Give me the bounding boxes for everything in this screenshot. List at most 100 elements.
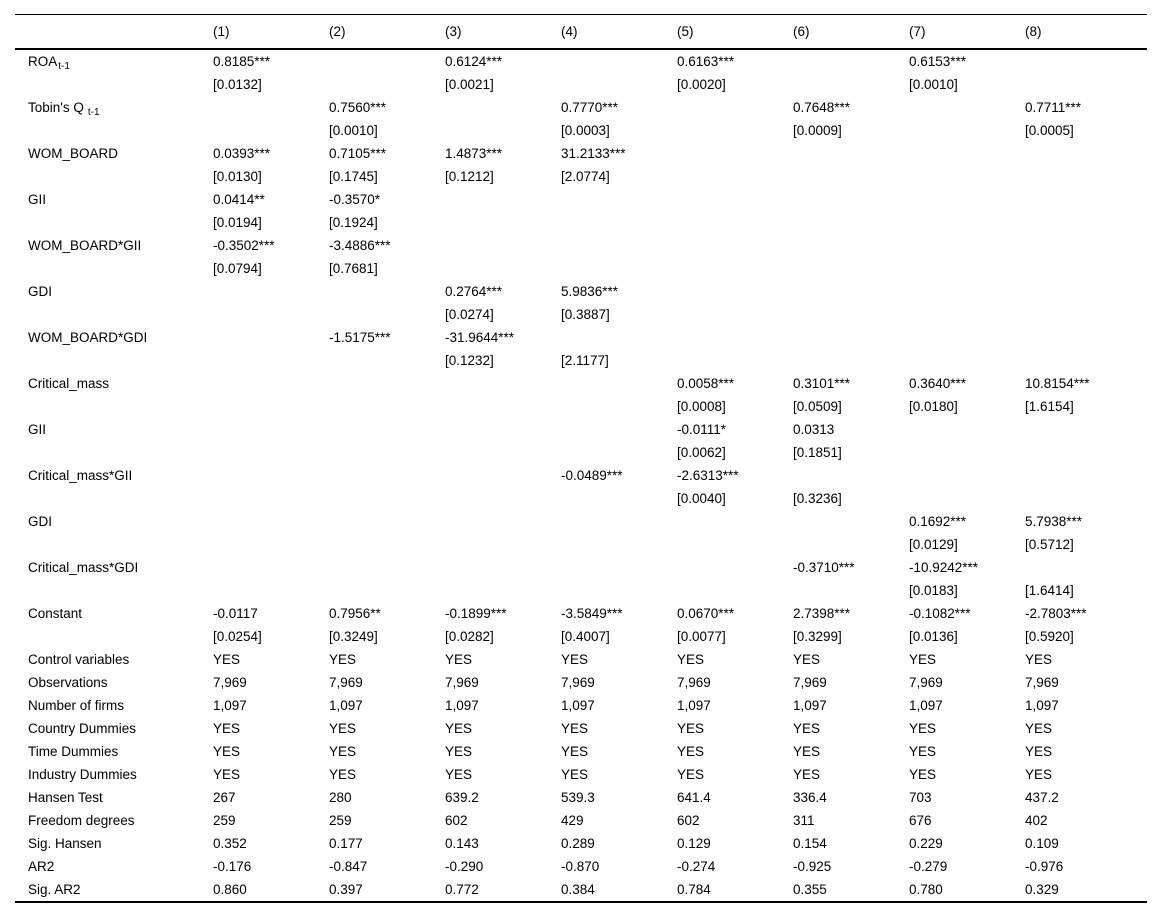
- standard-error-cell: [1025, 73, 1147, 96]
- summary-cell: YES: [677, 721, 705, 736]
- column-header-5: (5): [677, 14, 793, 50]
- coefficient-cell: [1025, 188, 1147, 211]
- coefficient-cell: [1025, 418, 1147, 441]
- standard-error-row: [0.0040] [0.3236]: [15, 487, 1147, 510]
- summary-cell: YES: [909, 744, 937, 759]
- row-label-text: Constant: [28, 606, 83, 621]
- summary-cell: 311: [793, 813, 815, 828]
- row-label-empty: [15, 257, 213, 280]
- summary-cell: 7,969: [561, 675, 595, 690]
- standard-error-cell: [677, 211, 793, 234]
- row-label-subscript: t-1: [58, 61, 70, 72]
- standard-error-cell: [0.5712]: [1025, 537, 1074, 552]
- summary-cell: 7,969: [793, 675, 827, 690]
- row-label: Critical_mass: [15, 372, 213, 395]
- summary-cell: 259: [213, 813, 236, 828]
- row-label-text: GII: [28, 192, 47, 207]
- summary-cell: YES: [793, 767, 821, 782]
- standard-error-cell: [0.0010]: [329, 123, 378, 138]
- column-header-1: (1): [213, 14, 329, 50]
- coefficient-cell: 0.0414**: [213, 192, 265, 207]
- summary-cell: 0.329: [1025, 882, 1059, 897]
- summary-cell: 1,097: [213, 698, 247, 713]
- column-header-4: (4): [561, 14, 677, 50]
- coefficient-cell: 0.3640***: [909, 376, 967, 391]
- standard-error-cell: [329, 395, 445, 418]
- coefficient-cell: -10.9242***: [909, 560, 979, 575]
- coefficient-cell: [213, 372, 329, 395]
- coefficient-cell: 0.7770***: [561, 100, 619, 115]
- coefficient-cell: 0.7956**: [329, 606, 381, 621]
- coefficient-cell: [677, 280, 793, 303]
- summary-cell: 1,097: [677, 698, 711, 713]
- coefficient-cell: [677, 96, 793, 119]
- summary-cell: -0.176: [213, 859, 252, 874]
- coefficient-cell: [445, 510, 561, 533]
- standard-error-row: [0.0008] [0.0509] [0.0180] [1.6154]: [15, 395, 1147, 418]
- coefficient-cell: 0.7560***: [329, 100, 387, 115]
- coefficient-cell: [213, 464, 329, 487]
- summary-cell: 267: [213, 790, 236, 805]
- standard-error-cell: [1025, 487, 1147, 510]
- standard-error-cell: [213, 349, 329, 372]
- regression-table: (1) (2) (3) (4) (5) (6) (7) (8) ROAt-1 0.8185***…: [15, 14, 1147, 903]
- summary-cell: -0.925: [793, 859, 832, 874]
- header-corner-cell: [15, 14, 213, 50]
- standard-error-cell: [0.1851]: [793, 445, 842, 460]
- coefficient-cell: [329, 418, 445, 441]
- coefficient-cell: [213, 280, 329, 303]
- header-row: (1) (2) (3) (4) (5) (6) (7) (8): [15, 14, 1147, 50]
- standard-error-cell: [0.0005]: [1025, 123, 1074, 138]
- standard-error-cell: [0.0062]: [677, 445, 726, 460]
- coefficient-cell: [1025, 326, 1147, 349]
- row-label-empty: [15, 303, 213, 326]
- coefficient-cell: 31.2133***: [561, 146, 626, 161]
- summary-cell: 0.860: [213, 882, 247, 897]
- standard-error-cell: [0.0183]: [909, 583, 958, 598]
- coefficient-cell: 2.7398***: [793, 606, 851, 621]
- summary-row: Hansen Test 267 280 639.2 539.3 641.4 336.4 703…: [15, 786, 1147, 809]
- coefficient-cell: -3.5849***: [561, 606, 623, 621]
- standard-error-cell: [329, 349, 445, 372]
- standard-error-cell: [329, 441, 445, 464]
- standard-error-cell: [445, 579, 561, 602]
- standard-error-cell: [1025, 211, 1147, 234]
- row-label-empty: [15, 73, 213, 96]
- row-label-empty: [15, 625, 213, 648]
- row-label-text: Tobin's Q: [28, 100, 84, 115]
- coefficient-cell: -0.3570*: [329, 192, 381, 207]
- coefficient-row: GII 0.0414** -0.3570*: [15, 188, 1147, 211]
- coefficient-cell: [445, 188, 561, 211]
- standard-error-cell: [793, 303, 909, 326]
- summary-cell: YES: [909, 652, 937, 667]
- coefficient-cell: [677, 510, 793, 533]
- coefficient-cell: [445, 372, 561, 395]
- standard-error-cell: [329, 487, 445, 510]
- standard-error-row: [0.0130] [0.1745] [0.1212] [2.0774]: [15, 165, 1147, 188]
- standard-error-cell: [793, 165, 909, 188]
- standard-error-cell: [2.0774]: [561, 169, 610, 184]
- coefficient-cell: 5.7938***: [1025, 514, 1083, 529]
- summary-cell: 703: [909, 790, 932, 805]
- standard-error-cell: [793, 257, 909, 280]
- standard-error-cell: [0.3236]: [793, 491, 842, 506]
- coefficient-cell: [677, 142, 793, 165]
- summary-cell: 7,969: [445, 675, 479, 690]
- coefficient-cell: [909, 96, 1025, 119]
- summary-cell: -0.847: [329, 859, 368, 874]
- summary-cell: -0.290: [445, 859, 484, 874]
- standard-error-cell: [0.0136]: [909, 629, 958, 644]
- column-header-2: (2): [329, 14, 445, 50]
- standard-error-cell: [213, 533, 329, 556]
- coefficient-row: GDI 0.1692*** 5.7938***: [15, 510, 1147, 533]
- coefficient-cell: [561, 556, 677, 579]
- column-header-7: (7): [909, 14, 1025, 50]
- row-label: ROAt-1: [15, 49, 213, 73]
- summary-row: Time Dummies YES YES YES YES YES YES YES YES: [15, 740, 1147, 763]
- standard-error-cell: [677, 119, 793, 142]
- standard-error-cell: [445, 533, 561, 556]
- standard-error-row: [0.0183] [1.6414]: [15, 579, 1147, 602]
- coefficient-cell: [1025, 234, 1147, 257]
- summary-cell: -0.279: [909, 859, 948, 874]
- row-label-empty: [15, 487, 213, 510]
